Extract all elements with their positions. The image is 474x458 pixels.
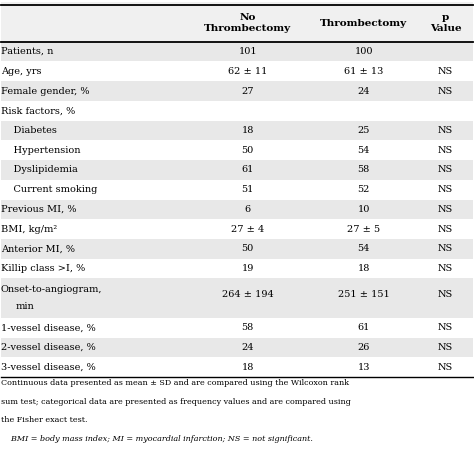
Text: 50: 50 <box>242 245 254 253</box>
Bar <box>1 239 473 259</box>
Text: 1-vessel disease, %: 1-vessel disease, % <box>1 323 96 333</box>
Text: BMI, kg/m²: BMI, kg/m² <box>1 225 57 234</box>
Text: 100: 100 <box>355 47 373 56</box>
Bar <box>1 81 473 101</box>
Text: Female gender, %: Female gender, % <box>1 87 90 96</box>
Text: Age, yrs: Age, yrs <box>1 67 41 76</box>
Text: BMI = body mass index; MI = myocardial infarction; NS = not significant.: BMI = body mass index; MI = myocardial i… <box>1 435 313 443</box>
Text: 54: 54 <box>357 245 370 253</box>
Text: 27: 27 <box>241 87 254 96</box>
Text: Continuous data presented as mean ± SD and are compared using the Wilcoxon rank: Continuous data presented as mean ± SD a… <box>1 379 349 387</box>
Text: Current smoking: Current smoking <box>1 185 97 194</box>
Text: Hypertension: Hypertension <box>1 146 81 155</box>
Text: Previous MI, %: Previous MI, % <box>1 205 76 214</box>
Text: 50: 50 <box>242 146 254 155</box>
Text: Dyslipidemia: Dyslipidemia <box>1 165 78 174</box>
Text: 58: 58 <box>358 165 370 174</box>
Text: NS: NS <box>438 290 453 299</box>
Text: Risk factors, %: Risk factors, % <box>1 106 75 115</box>
Text: NS: NS <box>438 264 453 273</box>
Text: 51: 51 <box>241 185 254 194</box>
Text: 6: 6 <box>245 205 251 214</box>
Text: NS: NS <box>438 146 453 155</box>
Text: 10: 10 <box>357 205 370 214</box>
Text: NS: NS <box>438 245 453 253</box>
Text: Thrombectomy: Thrombectomy <box>320 19 407 27</box>
Text: 62 ± 11: 62 ± 11 <box>228 67 267 76</box>
Text: 52: 52 <box>357 185 370 194</box>
Text: p
Value: p Value <box>430 13 461 33</box>
Text: NS: NS <box>438 343 453 352</box>
Text: NS: NS <box>438 165 453 174</box>
Text: NS: NS <box>438 205 453 214</box>
Bar <box>1 200 473 219</box>
Text: Diabetes: Diabetes <box>1 126 57 135</box>
Text: 101: 101 <box>238 47 257 56</box>
Text: No
Thrombectomy: No Thrombectomy <box>204 13 291 33</box>
Text: NS: NS <box>438 363 453 372</box>
Text: 24: 24 <box>357 87 370 96</box>
Text: NS: NS <box>438 185 453 194</box>
Text: 19: 19 <box>241 264 254 273</box>
Text: NS: NS <box>438 126 453 135</box>
Text: 61: 61 <box>357 323 370 333</box>
Text: 18: 18 <box>241 126 254 135</box>
Text: 61 ± 13: 61 ± 13 <box>344 67 383 76</box>
Text: 3-vessel disease, %: 3-vessel disease, % <box>1 363 96 372</box>
Text: 54: 54 <box>357 146 370 155</box>
Text: NS: NS <box>438 323 453 333</box>
Text: Patients, n: Patients, n <box>1 47 53 56</box>
Text: Anterior MI, %: Anterior MI, % <box>1 245 75 253</box>
Text: 2-vessel disease, %: 2-vessel disease, % <box>1 343 96 352</box>
Bar <box>1 338 473 357</box>
Text: 18: 18 <box>241 363 254 372</box>
Bar <box>1 120 473 141</box>
Text: min: min <box>15 302 34 311</box>
Text: 26: 26 <box>357 343 370 352</box>
Bar <box>1 2 473 42</box>
Text: 27 ± 5: 27 ± 5 <box>347 225 380 234</box>
Text: 251 ± 151: 251 ± 151 <box>338 290 390 299</box>
Bar <box>1 160 473 180</box>
Text: Killip class >I, %: Killip class >I, % <box>1 264 85 273</box>
Text: 27 ± 4: 27 ± 4 <box>231 225 264 234</box>
Text: NS: NS <box>438 225 453 234</box>
Text: 24: 24 <box>241 343 254 352</box>
Text: 264 ± 194: 264 ± 194 <box>222 290 273 299</box>
Text: 18: 18 <box>357 264 370 273</box>
Text: 13: 13 <box>357 363 370 372</box>
Text: NS: NS <box>438 87 453 96</box>
Text: Onset-to-angiogram,: Onset-to-angiogram, <box>1 285 102 294</box>
Bar <box>1 278 473 318</box>
Text: NS: NS <box>438 67 453 76</box>
Text: 58: 58 <box>242 323 254 333</box>
Text: 25: 25 <box>357 126 370 135</box>
Text: the Fisher exact test.: the Fisher exact test. <box>1 416 87 425</box>
Text: sum test; categorical data are presented as frequency values and are compared us: sum test; categorical data are presented… <box>1 398 351 406</box>
Text: 61: 61 <box>241 165 254 174</box>
Bar <box>1 42 473 61</box>
